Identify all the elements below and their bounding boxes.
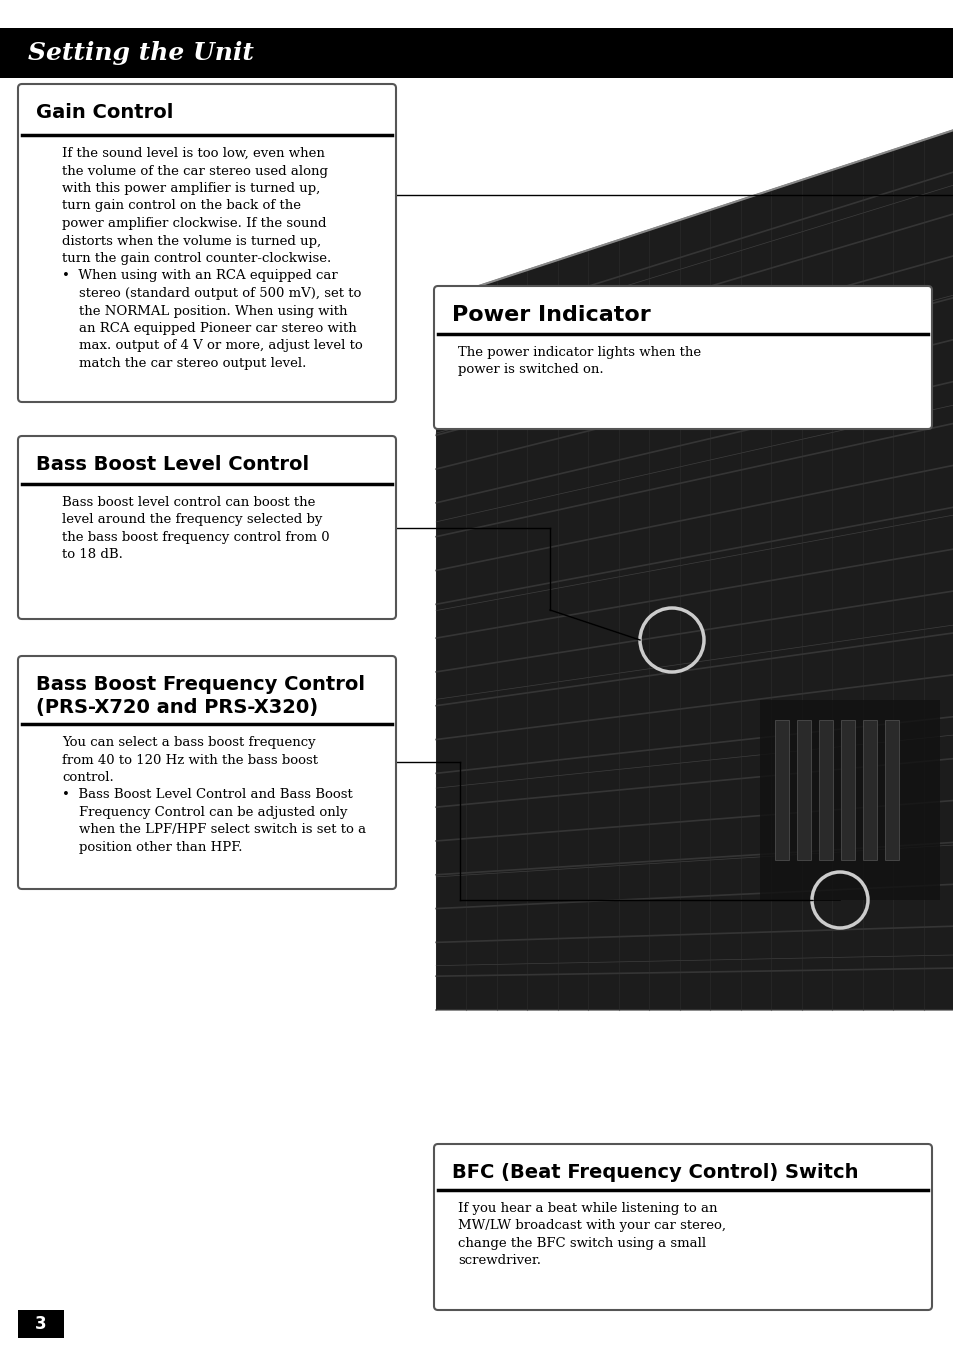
Text: Bass Boost Frequency Control
(PRS-X720 and PRS-X320): Bass Boost Frequency Control (PRS-X720 a… <box>36 674 365 718</box>
FancyBboxPatch shape <box>434 1144 931 1310</box>
Bar <box>841 720 854 861</box>
Text: Setting the Unit: Setting the Unit <box>28 40 253 65</box>
Text: Bass Boost Level Control: Bass Boost Level Control <box>36 455 309 473</box>
FancyBboxPatch shape <box>18 84 395 402</box>
Bar <box>774 720 788 861</box>
Bar <box>862 720 876 861</box>
FancyBboxPatch shape <box>18 656 395 889</box>
FancyBboxPatch shape <box>434 286 931 429</box>
Text: BFC (Beat Frequency Control) Switch: BFC (Beat Frequency Control) Switch <box>452 1163 858 1182</box>
Text: You can select a bass boost frequency
from 40 to 120 Hz with the bass boost
cont: You can select a bass boost frequency fr… <box>62 737 366 854</box>
Text: If the sound level is too low, even when
the volume of the car stereo used along: If the sound level is too low, even when… <box>62 147 362 370</box>
FancyBboxPatch shape <box>18 436 395 619</box>
Bar <box>884 720 898 861</box>
Bar <box>760 700 939 900</box>
Text: If you hear a beat while listening to an
MW/LW broadcast with your car stereo,
c: If you hear a beat while listening to an… <box>457 1202 725 1268</box>
Text: The power indicator lights when the
power is switched on.: The power indicator lights when the powe… <box>457 345 700 376</box>
Text: Power Indicator: Power Indicator <box>452 305 650 325</box>
Text: Gain Control: Gain Control <box>36 103 173 121</box>
Polygon shape <box>436 130 953 1010</box>
Bar <box>18 1310 64 1338</box>
Text: Bass boost level control can boost the
level around the frequency selected by
th: Bass boost level control can boost the l… <box>62 496 330 561</box>
Bar <box>796 720 810 861</box>
Text: 3: 3 <box>35 1315 47 1333</box>
Bar <box>818 720 832 861</box>
Bar <box>0 28 953 78</box>
